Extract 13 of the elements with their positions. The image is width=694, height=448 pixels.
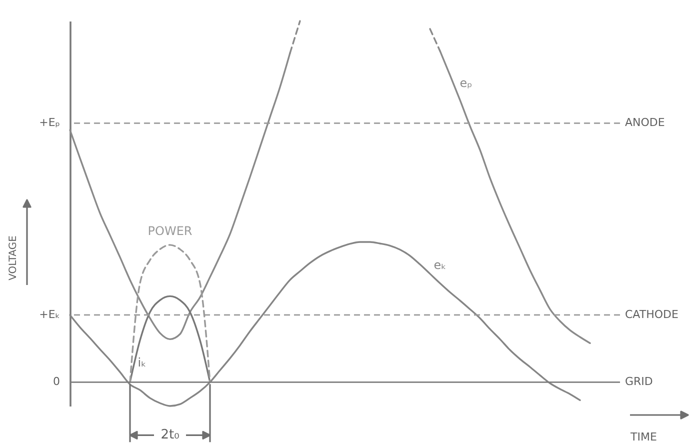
text: +Eₚ bbox=[39, 116, 60, 130]
series-label: eₖ bbox=[434, 258, 446, 272]
text: 2t₀ bbox=[160, 428, 180, 443]
x-axis-title: TIME bbox=[630, 430, 657, 444]
text: 0 bbox=[53, 375, 60, 388]
series-label: iₖ bbox=[138, 355, 146, 370]
series-label: POWER bbox=[148, 224, 192, 238]
text: +Eₖ bbox=[39, 308, 60, 321]
ref-line-label: GRID bbox=[625, 375, 653, 388]
ref-line-label: CATHODE bbox=[625, 308, 678, 321]
series-label: eₚ bbox=[460, 76, 472, 90]
ref-line-label: ANODE bbox=[625, 116, 665, 130]
text: VOLTAGE bbox=[8, 236, 19, 280]
